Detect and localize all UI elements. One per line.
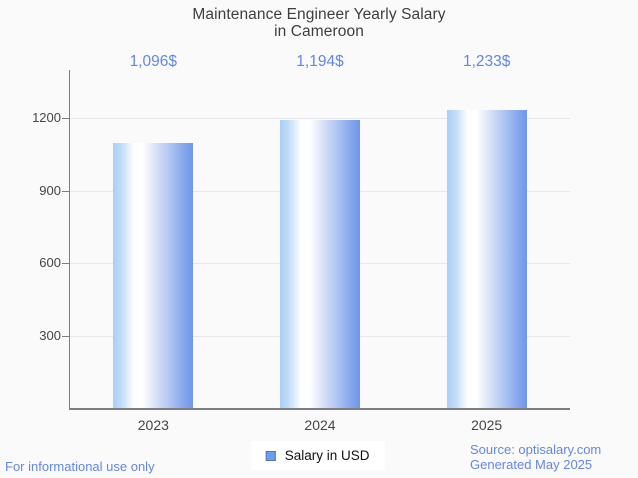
y-axis-tick [62,190,70,192]
legend-marker-square [265,450,276,461]
salary-bar [280,119,360,408]
x-axis-label: 2023 [137,417,169,433]
chart-subtitle: in Cameroon [274,22,364,40]
y-axis-tick [62,335,70,337]
bar-value-label: 1,233$ [462,53,511,70]
x-axis-label: 2024 [304,417,336,433]
y-axis-label: 300 [39,327,61,343]
salary-bar [446,110,527,408]
source-text: Source: optisalary.com [470,442,602,457]
x-axis-label: 2025 [471,417,503,433]
generated-text: Generated May 2025 [470,457,593,472]
gridline [70,118,570,120]
y-axis-label: 900 [39,182,61,198]
source-block: Source: optisalary.com Generated May 202… [470,442,601,472]
y-axis-tick [62,263,70,265]
salary-bar [113,143,194,408]
chart-title-block: Maintenance Engineer Yearly Salary in Ca… [0,6,638,40]
y-axis-label: 600 [39,255,61,271]
legend: Salary in USD [250,441,385,470]
bar-value-label: 1,096$ [129,53,178,70]
bar-value-label: 1,194$ [296,53,344,70]
chart-title: Maintenance Engineer Yearly Salary [192,6,446,23]
plot-area: 300 600 900 1200 1,096$ 2023 1,194$ 2024 1,233$ 2… [32,53,570,433]
y-axis-label: 1200 [32,110,61,126]
legend-label: Salary in USD [284,448,370,463]
y-axis-tick [62,118,70,120]
disclaimer-text: For informational use only [5,459,155,474]
